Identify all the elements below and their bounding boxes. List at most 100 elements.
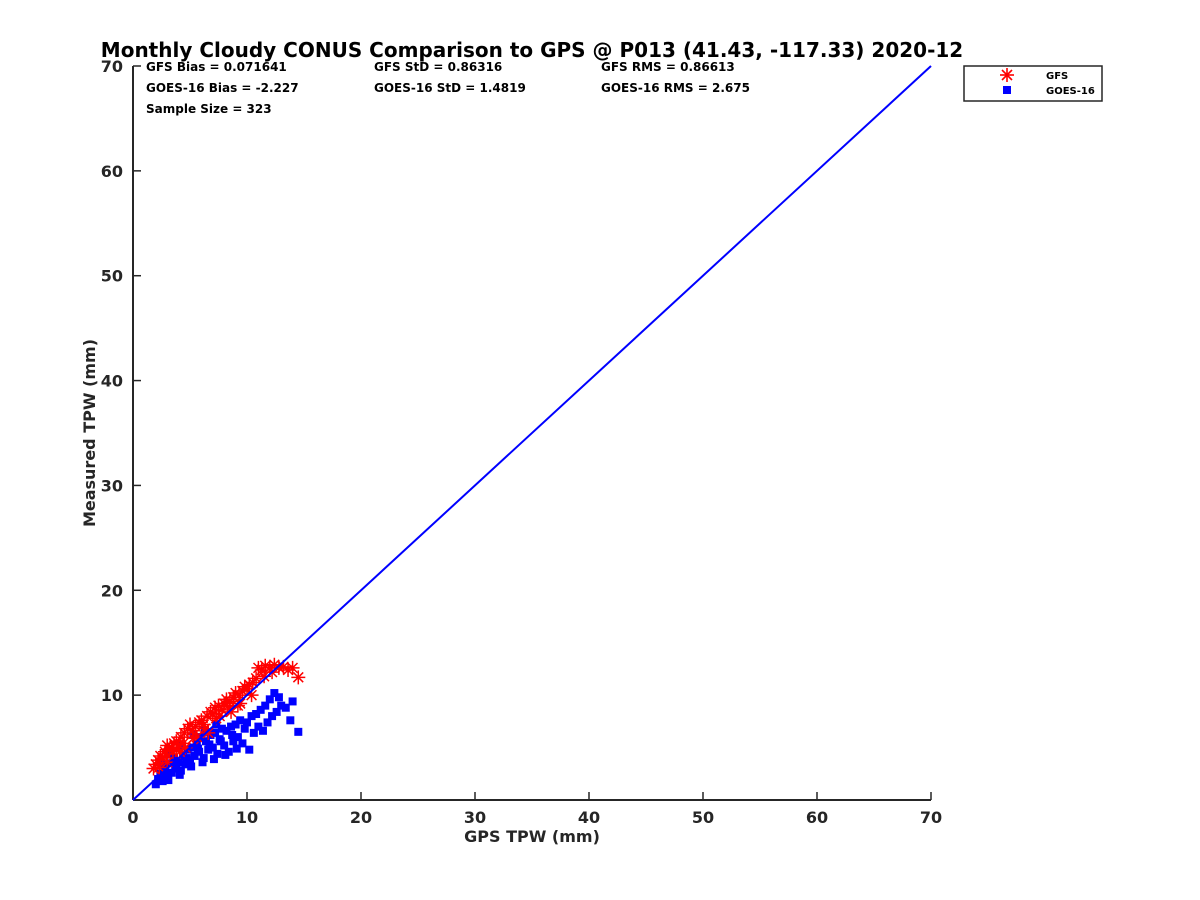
goes16-point [231,720,240,729]
goes16-point [222,726,231,735]
gfs-point [152,760,167,775]
gfs-point [262,660,277,675]
goes16-point [232,744,241,753]
goes16-point [198,758,207,767]
gfs-point [244,688,259,703]
goes16-point [258,726,267,735]
goes16-point [263,718,272,727]
series-gfs [146,657,306,776]
gfs-point [172,744,187,759]
stat-goes-rms: GOES-16 RMS = 2.675 [601,81,750,95]
gfs-point [183,717,197,732]
stat-goes-std: GOES-16 StD = 1.4819 [374,81,526,95]
goes16-point [240,724,249,733]
gfs-point [176,736,191,751]
goes16-point [216,737,225,746]
goes16-point [204,745,213,754]
goes16-point [187,762,196,771]
y-axis-label: Measured TPW (mm) [80,339,99,527]
x-tick-label: 10 [236,808,258,827]
goes16-point [252,710,261,719]
goes16-point [199,754,208,763]
gfs-point [164,740,179,755]
goes16-point [265,695,274,704]
gfs-point [201,725,216,740]
gfs-point [160,738,175,753]
gfs-point [235,683,250,698]
y-tick-label: 40 [101,372,123,391]
goes16-point [272,707,281,716]
one-to-one-line [132,65,932,801]
stat-gfs-bias: GFS Bias = 0.071641 [146,60,287,74]
gfs-point [196,717,211,732]
stats-block: GFS Bias = 0.071641 GFS StD = 0.86316 GF… [146,60,750,116]
gfs-point [169,742,184,757]
stat-gfs-rms: GFS RMS = 0.86613 [601,60,735,74]
goes16-point [274,693,283,702]
goes16-point [175,770,184,779]
gfs-point [189,730,204,745]
goes16-point [254,722,263,731]
goes16-point [281,703,290,712]
goes16-point [227,722,236,731]
goes16-point [221,750,230,759]
x-tick-label: 30 [464,808,486,827]
goes16-point [158,777,167,786]
goes16-point [182,754,191,763]
y-tick-label: 70 [101,57,123,76]
gfs-point [281,662,296,677]
y-tick-label: 50 [101,267,123,286]
legend-goes-marker [1003,86,1011,94]
stat-goes-bias: GOES-16 Bias = -2.227 [146,81,299,95]
goes16-point [270,689,279,698]
gfs-point [257,669,272,684]
goes16-point [209,755,218,764]
gfs-point [267,657,282,672]
goes16-point [245,745,254,754]
goes16-point [277,701,286,710]
x-tick-label: 0 [127,808,138,827]
goes16-point [176,766,185,775]
goes16-point [190,751,199,760]
gfs-point [271,660,286,675]
legend-gfs-marker [1000,68,1014,82]
x-tick-label: 40 [578,808,600,827]
x-tick-label: 50 [692,808,714,827]
legend-goes-label: GOES-16 [1046,86,1095,97]
gfs-point [242,677,257,692]
goes16-point [236,716,245,725]
x-tick-label: 20 [350,808,372,827]
stat-gfs-std: GFS StD = 0.86316 [374,60,502,74]
x-axis-label: GPS TPW (mm) [464,827,600,846]
y-tick-label: 60 [101,162,123,181]
gfs-point [186,731,201,746]
gfs-point [226,690,241,705]
gfs-point [219,692,234,707]
goes16-point [228,730,237,739]
goes16-point [165,759,174,768]
gfs-point [212,709,227,724]
goes16-point [205,740,214,749]
goes16-point [167,768,176,777]
gfs-point [224,704,239,719]
gfs-point [178,740,193,755]
goes16-point [164,776,173,785]
gfs-point [240,681,254,696]
stat-sample-size: Sample Size = 323 [146,102,272,116]
plot-area: 0 10 20 30 40 50 60 70 0 10 20 30 40 50 60 70 [101,57,942,827]
goes16-point [247,712,256,721]
goes16-point [160,764,169,773]
goes16-point [174,758,183,767]
goes16-point [256,705,265,714]
gfs-point [214,702,229,717]
y-tick-label: 0 [112,791,123,810]
gfs-point [258,658,273,673]
goes16-point [162,768,171,777]
goes16-point [288,697,297,706]
goes16-point [151,780,160,789]
goes16-point [220,741,229,750]
gfs-point [230,698,245,713]
gfs-point [276,659,291,674]
goes16-point [286,716,295,725]
gfs-point [208,700,223,715]
